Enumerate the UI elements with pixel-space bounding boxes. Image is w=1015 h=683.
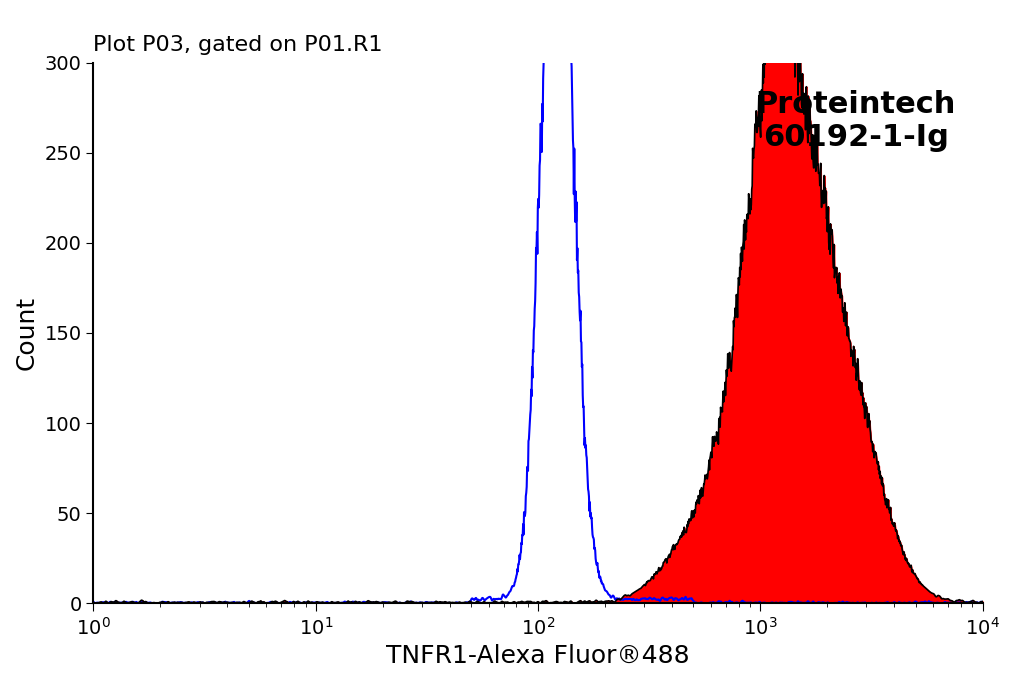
Y-axis label: Count: Count: [15, 296, 39, 370]
Text: Proteintech
60192-1-Ig: Proteintech 60192-1-Ig: [755, 89, 956, 152]
X-axis label: TNFR1-Alexa Fluor®488: TNFR1-Alexa Fluor®488: [387, 644, 690, 668]
Text: Plot P03, gated on P01.R1: Plot P03, gated on P01.R1: [93, 36, 383, 55]
